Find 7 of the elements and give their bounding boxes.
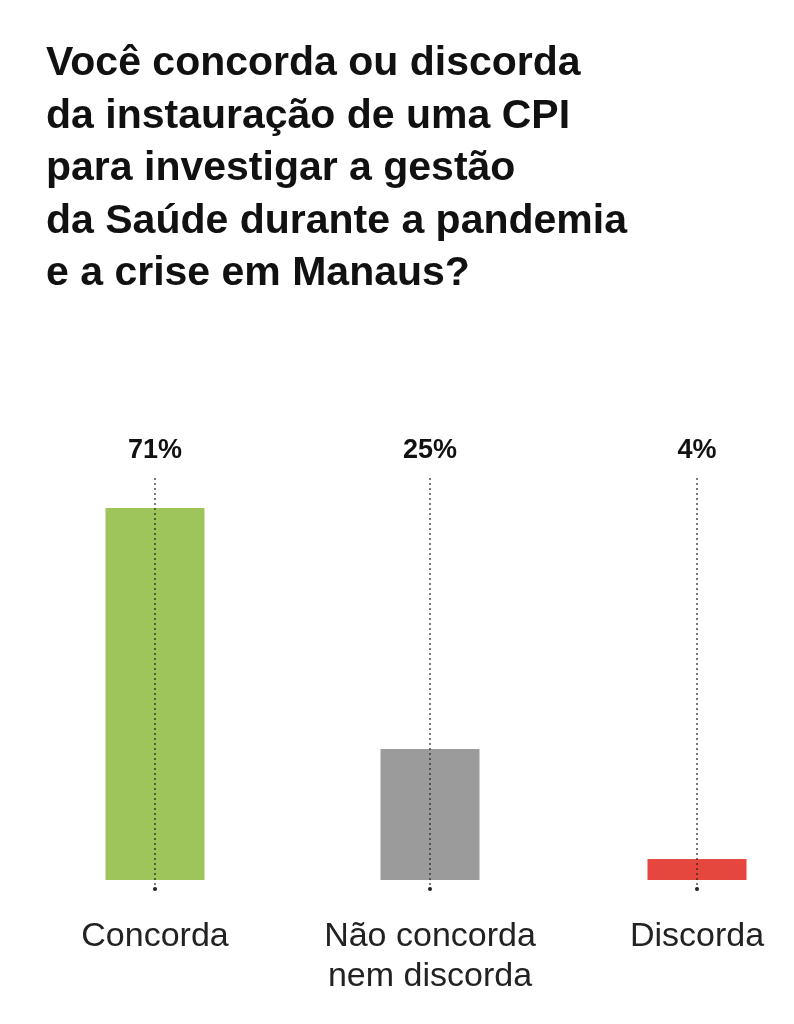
x-tick-label: Concorda [81, 915, 229, 953]
x-tick-label: Não concorda nem discorda [324, 915, 536, 993]
data-label: 71% [127, 434, 183, 464]
x-tick-label: Discorda [629, 915, 765, 953]
chart-title: Você concorda ou discorda da instauração de uma CPI para investigar a gestão da Saúde durante a pandemia e a crise em Manaus? [46, 38, 629, 294]
data-label: 4% [677, 434, 717, 464]
data-label: 25% [402, 434, 458, 464]
